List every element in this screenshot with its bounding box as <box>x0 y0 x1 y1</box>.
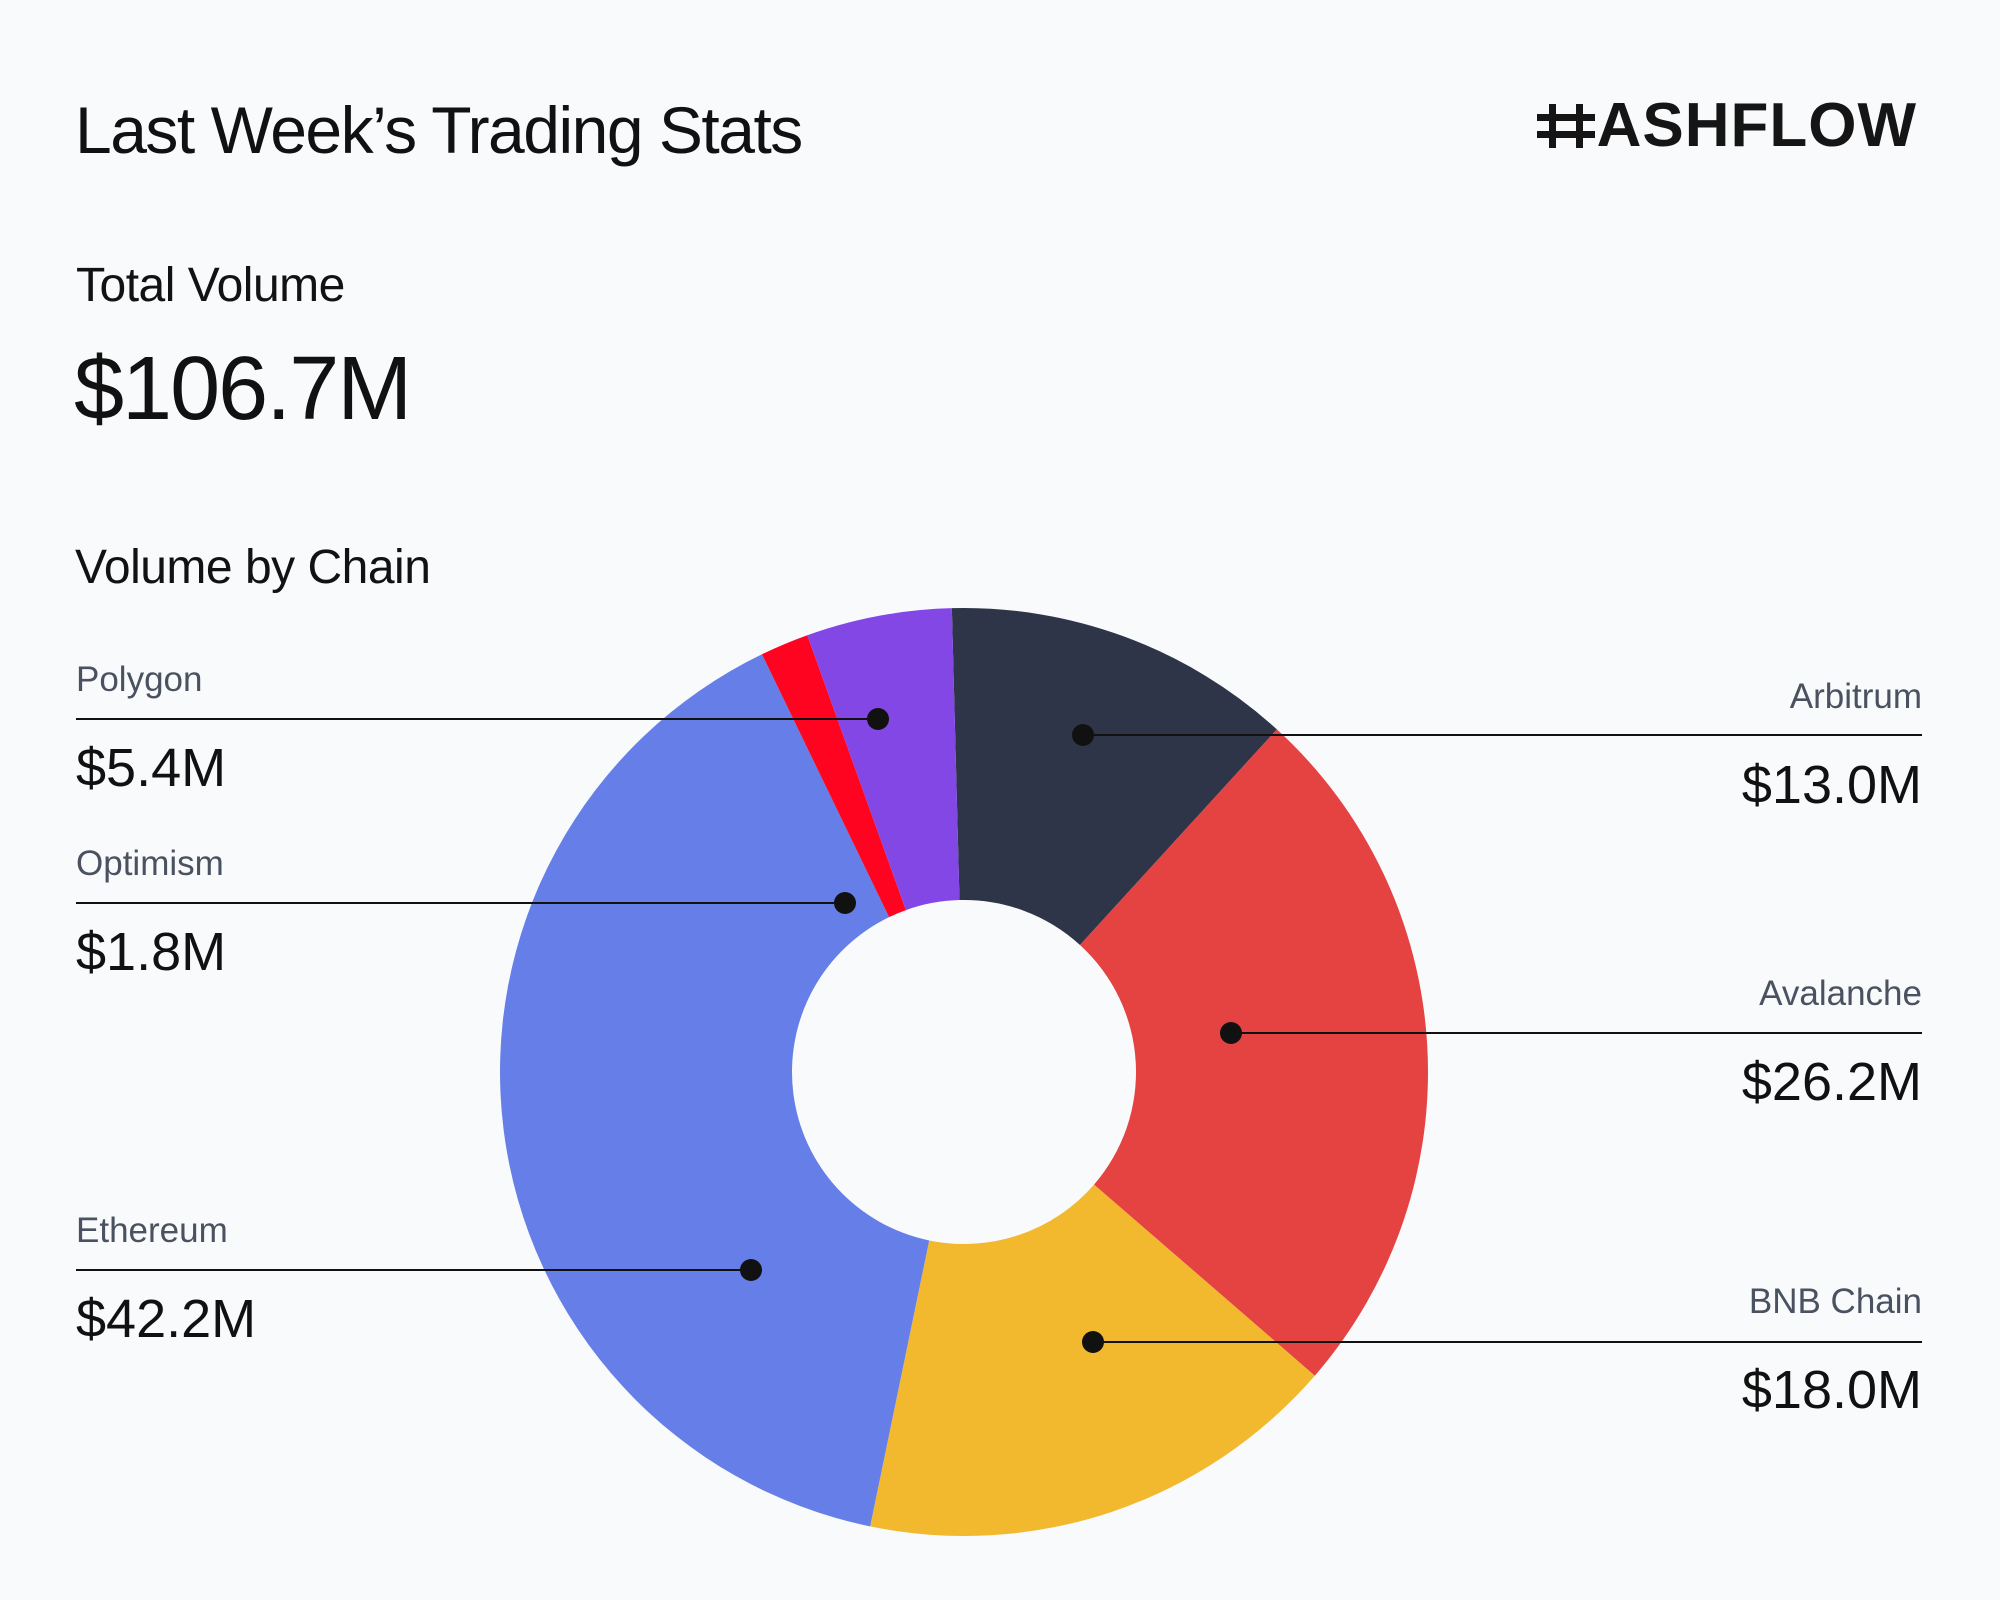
legend-name-ethereum: Ethereum <box>76 1211 228 1250</box>
legend-name-arbitrum: Arbitrum <box>1790 677 1922 716</box>
brand-wordmark: ASHFLOW <box>1596 91 1917 160</box>
legend-value-polygon: $5.4M <box>76 738 226 798</box>
leader-dot-optimism <box>834 892 856 914</box>
slice-ethereum <box>500 654 930 1527</box>
leader-dot-bnb-chain <box>1082 1331 1104 1353</box>
leader-dot-polygon <box>867 708 889 730</box>
legend-value-arbitrum: $13.0M <box>1742 755 1922 815</box>
hashflow-logo: ASHFLOW <box>1535 91 1917 160</box>
legend-value-avalanche: $26.2M <box>1742 1052 1922 1112</box>
slice-polygon <box>807 608 960 911</box>
total-volume-label: Total Volume <box>76 259 345 312</box>
page-title: Last Week’s Trading Stats <box>75 93 803 167</box>
slice-avalanche <box>1079 729 1428 1376</box>
slice-arbitrum <box>951 608 1277 945</box>
volume-by-chain-label: Volume by Chain <box>75 541 431 594</box>
legend-name-avalanche: Avalanche <box>1759 974 1922 1013</box>
legend-value-ethereum: $42.2M <box>76 1289 256 1349</box>
legend-value-optimism: $1.8M <box>76 922 226 982</box>
legend-name-polygon: Polygon <box>76 660 202 699</box>
slice-optimism <box>761 635 906 918</box>
slice-bnb-chain <box>870 1184 1315 1536</box>
leader-dot-avalanche <box>1220 1022 1242 1044</box>
leader-dot-ethereum <box>740 1259 762 1281</box>
hash-logo-icon <box>1536 104 1595 148</box>
total-volume-value: $106.7M <box>74 339 412 439</box>
legend-name-optimism: Optimism <box>76 844 224 883</box>
leader-dot-arbitrum <box>1072 724 1094 746</box>
legend-name-bnb-chain: BNB Chain <box>1749 1282 1922 1321</box>
legend-value-bnb-chain: $18.0M <box>1742 1360 1922 1420</box>
